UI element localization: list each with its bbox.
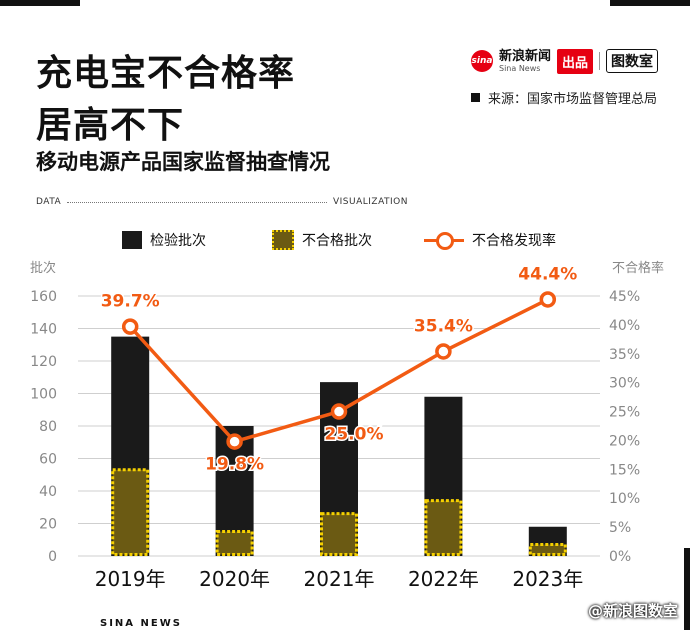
square-bullet-icon — [471, 93, 480, 102]
y-left-tick-label: 20 — [39, 517, 57, 533]
title-line-1: 充电宝不合格率 — [36, 53, 296, 94]
y-left-tick-label: 80 — [39, 419, 57, 435]
dotted-rule — [67, 201, 327, 203]
x-tick-label: 2022年 — [408, 567, 479, 591]
bar-fail — [320, 512, 358, 556]
bar-fail — [111, 468, 150, 556]
bar-fail — [528, 543, 567, 556]
brand-badge: 出品 — [557, 48, 594, 74]
legend-label-fail: 不合格批次 — [302, 233, 372, 249]
y-right-tick-label: 35% — [609, 347, 640, 363]
y-left-tick-label: 40 — [39, 484, 57, 500]
legend-swatch-rate — [424, 231, 464, 250]
rate-data-label: 39.7% — [101, 292, 160, 312]
sina-logo-icon: sina — [471, 50, 493, 72]
rule-right-label: VISUALIZATION — [332, 197, 408, 207]
brand-name-cn: 新浪新闻 — [499, 48, 552, 64]
y-right-tick-label: 15% — [609, 462, 640, 478]
footer-credit: @新浪图数室 — [587, 602, 678, 620]
x-tick-label: 2023年 — [512, 567, 583, 591]
source-note: 来源：国家市场监督管理总局 — [471, 88, 657, 107]
rate-point — [539, 291, 557, 308]
y-right-tick-label: 25% — [609, 405, 640, 421]
legend-item-total: 检验批次 — [122, 228, 206, 252]
y-right-tick-label: 0% — [609, 549, 631, 565]
legend-label-total: 检验批次 — [150, 233, 206, 249]
rate-point — [330, 403, 348, 420]
source-text: 来源：国家市场监督管理总局 — [488, 92, 658, 107]
y-right-tick-label: 20% — [609, 433, 640, 449]
brand-separator — [599, 52, 601, 70]
y-left-tick-label: 160 — [30, 289, 57, 305]
y-left-tick-label: 60 — [39, 452, 57, 468]
legend-swatch-fail — [272, 230, 294, 250]
y-right-tick-label: 45% — [609, 289, 640, 305]
bar-fail — [215, 530, 254, 556]
y-axis-left-label: 批次 — [30, 260, 56, 276]
rate-data-label: 44.4% — [518, 264, 577, 284]
y-right-tick-label: 10% — [609, 491, 640, 507]
rate-data-label: 19.8% — [205, 455, 264, 475]
subtitle: 移动电源产品国家监督抽查情况 — [36, 150, 330, 174]
legend-item-rate: 不合格发现率 — [424, 228, 556, 252]
data-visualization-rule: DATA VISUALIZATION — [36, 196, 408, 208]
rule-left-label: DATA — [36, 197, 62, 207]
y-axis-right-label: 不合格率 — [612, 260, 664, 276]
brand-bar: sina 新浪新闻 Sina News 出品 图数室 — [471, 48, 679, 74]
y-right-tick-label: 40% — [609, 318, 640, 334]
corner-accent-top-left — [0, 0, 80, 6]
y-left-tick-label: 120 — [30, 354, 57, 370]
brand-name-en: Sina News — [499, 63, 541, 73]
bar-fail — [424, 499, 463, 556]
legend-item-fail: 不合格批次 — [272, 228, 372, 252]
legend-label-rate: 不合格发现率 — [472, 233, 556, 249]
y-left-tick-label: 140 — [30, 322, 57, 338]
brand-name: 新浪新闻 Sina News — [499, 50, 551, 73]
rate-point — [226, 433, 243, 450]
y-left-tick-label: 0 — [48, 549, 57, 565]
y-right-tick-label: 30% — [609, 376, 640, 392]
y-left-tick-label: 100 — [30, 387, 57, 403]
title-line-2: 居高不下 — [36, 105, 185, 146]
corner-accent-top-right — [610, 0, 690, 6]
corner-accent-bottom-right — [684, 548, 690, 630]
x-tick-label: 2019年 — [95, 567, 166, 591]
x-tick-label: 2021年 — [304, 567, 375, 591]
rate-point — [121, 318, 139, 335]
x-tick-label: 2020年 — [199, 567, 270, 591]
legend-swatch-total — [122, 231, 142, 249]
rate-data-label: 35.4% — [414, 316, 473, 336]
footer-brand: SINA NEWS — [100, 618, 182, 629]
y-right-tick-label: 5% — [609, 520, 631, 536]
rate-point — [435, 343, 452, 360]
data-lab-logo: 图数室 — [606, 49, 659, 73]
rate-data-label: 25.0% — [325, 425, 384, 445]
